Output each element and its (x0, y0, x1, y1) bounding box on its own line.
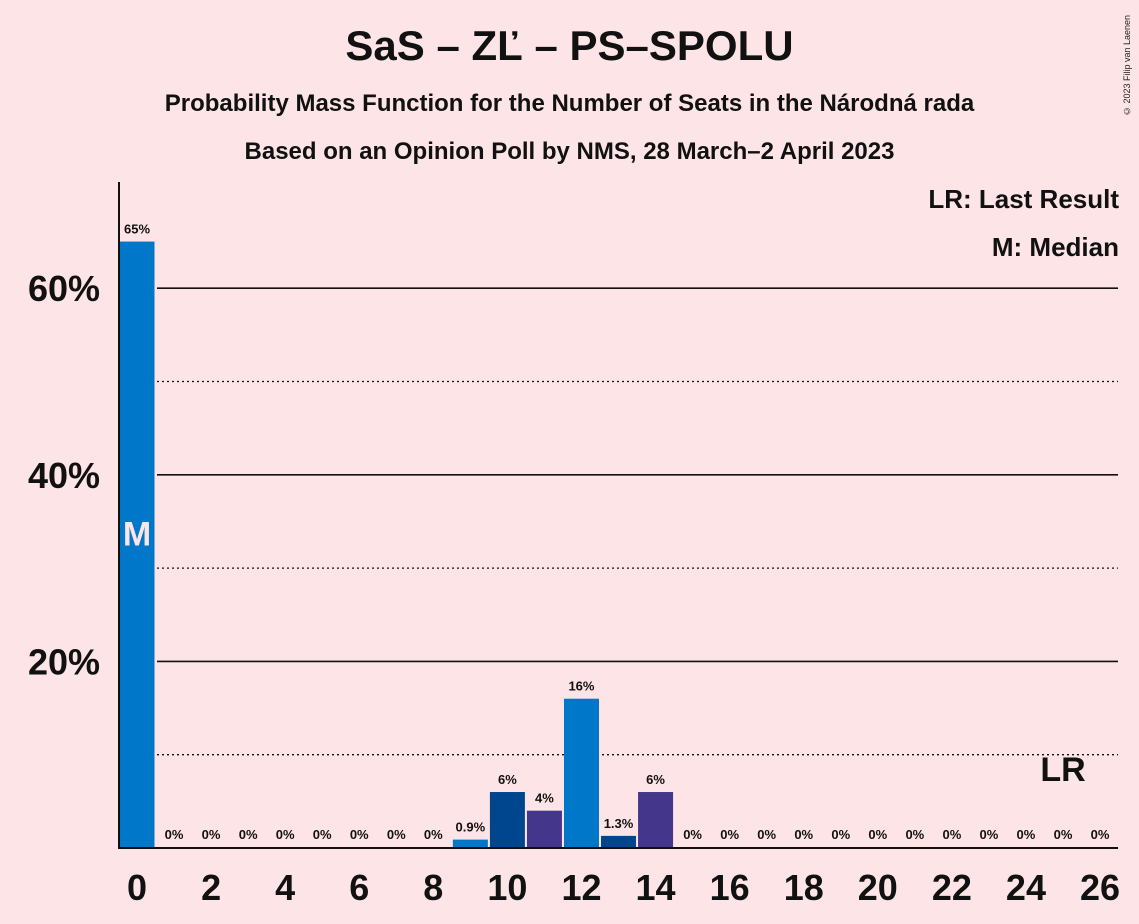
bar-value-label: 0% (905, 827, 924, 842)
bar-value-label: 6% (498, 772, 517, 787)
bar-value-label: 0% (276, 827, 295, 842)
bar-value-label: 0% (1091, 827, 1110, 842)
y-tick-label: 60% (28, 268, 100, 309)
bar-seat-9 (452, 839, 488, 848)
x-tick-label: 18 (784, 867, 824, 908)
bar-seat-0 (119, 241, 155, 849)
last-result-marker: LR (1040, 751, 1085, 789)
bar-value-label: 0.9% (456, 820, 486, 835)
bar-value-label: 1.3% (604, 816, 634, 831)
bar-value-label: 6% (646, 772, 665, 787)
bar-value-label: 0% (683, 827, 702, 842)
chart-title: SaS – ZĽ – PS–SPOLU (345, 22, 794, 69)
x-tick-label: 0 (127, 867, 147, 908)
x-tick-label: 10 (487, 867, 527, 908)
x-tick-label: 20 (858, 867, 898, 908)
bar-value-label: 4% (535, 791, 554, 806)
x-tick-label: 26 (1080, 867, 1120, 908)
bar-value-label: 0% (239, 827, 258, 842)
x-tick-label: 12 (561, 867, 601, 908)
bar-value-label: 0% (794, 827, 813, 842)
bar-value-label: 0% (1017, 827, 1036, 842)
bar-value-label: 0% (831, 827, 850, 842)
legend-median: M: Median (991, 232, 1119, 262)
bar-value-label: 0% (350, 827, 369, 842)
bar-value-label: 0% (387, 827, 406, 842)
x-tick-label: 14 (636, 867, 676, 908)
bar-seat-12 (563, 698, 599, 848)
bar-value-label: 0% (313, 827, 332, 842)
bar-value-label: 65% (124, 222, 150, 237)
bar-value-label: 0% (202, 827, 221, 842)
bar-value-label: 0% (757, 827, 776, 842)
bar-value-label: 16% (568, 679, 594, 694)
x-tick-label: 16 (710, 867, 750, 908)
bar-seat-10 (489, 792, 525, 848)
bar-seat-14 (638, 792, 674, 848)
bar-value-label: 0% (980, 827, 999, 842)
x-tick-label: 8 (423, 867, 443, 908)
bar-value-label: 0% (868, 827, 887, 842)
y-tick-label: 20% (28, 641, 100, 682)
bar-value-label: 0% (942, 827, 961, 842)
bar-seat-13 (601, 835, 637, 848)
chart-source-subtitle: Based on an Opinion Poll by NMS, 28 Marc… (244, 138, 895, 165)
y-tick-label: 40% (28, 455, 100, 496)
bar-value-label: 0% (720, 827, 739, 842)
x-tick-label: 24 (1006, 867, 1046, 908)
bar-value-label: 0% (424, 827, 443, 842)
median-marker: M (123, 516, 151, 554)
x-tick-label: 22 (932, 867, 972, 908)
x-tick-label: 6 (349, 867, 369, 908)
bar-seat-11 (526, 810, 562, 848)
x-tick-label: 2 (201, 867, 221, 908)
bar-value-label: 0% (165, 827, 184, 842)
chart-subtitle: Probability Mass Function for the Number… (164, 90, 975, 117)
legend-last-result: LR: Last Result (928, 184, 1119, 214)
bar-value-label: 0% (1054, 827, 1073, 842)
x-tick-label: 4 (275, 867, 295, 908)
